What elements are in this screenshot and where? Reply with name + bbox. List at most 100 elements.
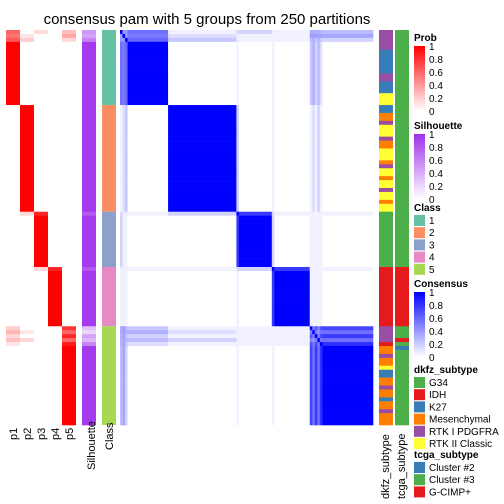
prob-cell xyxy=(20,251,34,256)
consensus-cell xyxy=(125,393,128,398)
silhouette-cell xyxy=(82,338,96,343)
prob-cell xyxy=(62,140,76,145)
prob-cell xyxy=(62,235,76,240)
consensus-cell xyxy=(309,361,313,367)
consensus-cell xyxy=(274,235,311,240)
prob-cell xyxy=(62,227,76,232)
prob-cell xyxy=(34,199,48,205)
consensus-cell xyxy=(238,156,273,161)
dkfz-segment xyxy=(379,385,393,390)
consensus-cell xyxy=(127,401,237,406)
prob-cell xyxy=(20,243,34,248)
consensus-cell xyxy=(125,361,128,367)
consensus-cell xyxy=(168,112,237,118)
consensus-cell xyxy=(238,346,273,351)
prob-cell xyxy=(48,306,62,311)
consensus-cell xyxy=(309,267,374,272)
consensus-cell xyxy=(322,357,374,363)
silhouette-cell xyxy=(82,144,96,149)
consensus-cell xyxy=(120,413,123,418)
prob-cell xyxy=(34,37,48,43)
consensus-cell xyxy=(322,282,374,288)
consensus-cell xyxy=(314,164,318,169)
consensus-cell xyxy=(312,211,316,216)
consensus-cell xyxy=(319,61,323,66)
consensus-cell xyxy=(127,195,169,201)
consensus-cell xyxy=(312,61,316,66)
consensus-cell xyxy=(236,286,240,291)
consensus-cell xyxy=(317,405,321,410)
consensus-cell xyxy=(309,274,323,280)
dkfz-segment xyxy=(379,211,393,268)
consensus-cell xyxy=(168,89,237,94)
consensus-cell xyxy=(120,373,123,378)
consensus-cell xyxy=(314,365,318,370)
consensus-cell xyxy=(236,41,240,47)
consensus-cell xyxy=(125,148,128,153)
consensus-cell xyxy=(271,270,275,276)
consensus-cell xyxy=(127,89,169,94)
dkfz-segment xyxy=(379,53,393,74)
prob-cell xyxy=(48,73,62,78)
consensus-cell xyxy=(236,132,240,137)
consensus-cell xyxy=(122,215,128,220)
prob-cell xyxy=(34,120,48,126)
consensus-cell xyxy=(271,148,275,153)
consensus-cell xyxy=(122,69,126,74)
prob-cell xyxy=(20,136,34,141)
dkfz-legend-swatch xyxy=(414,425,425,437)
silhouette-cell xyxy=(82,116,96,122)
consensus-cell xyxy=(238,365,273,370)
consensus-cell xyxy=(317,369,321,374)
consensus-cell xyxy=(122,120,126,126)
consensus-cell xyxy=(322,176,374,181)
prob-cell xyxy=(48,85,62,90)
consensus-cell xyxy=(236,278,240,284)
prob-cell xyxy=(6,235,20,240)
prob-cell xyxy=(34,53,48,58)
consensus-cell xyxy=(271,413,275,418)
consensus-cell xyxy=(317,357,321,363)
prob-cell xyxy=(20,338,34,343)
prob-cell xyxy=(48,334,62,339)
consensus-cell xyxy=(271,180,275,185)
class-segment-4 xyxy=(102,267,116,327)
prob-cell xyxy=(34,373,48,378)
silhouette-cell xyxy=(82,243,96,248)
dkfz-segment xyxy=(379,413,393,426)
consensus-cell xyxy=(309,231,323,236)
prob-cell xyxy=(6,338,20,343)
consensus-cell xyxy=(314,334,318,339)
dkfz-segment xyxy=(379,124,393,137)
consensus-cell xyxy=(314,124,318,130)
consensus-cell xyxy=(236,259,240,264)
consensus-cell xyxy=(236,97,240,102)
consensus-cell xyxy=(317,342,321,347)
prob-cell xyxy=(48,235,62,240)
consensus-legend-tick: 0.4 xyxy=(429,327,443,338)
consensus-cell xyxy=(319,33,323,39)
prob-cell xyxy=(20,393,34,398)
consensus-cell xyxy=(319,397,323,402)
consensus-cell xyxy=(274,41,311,47)
prob-cell xyxy=(20,81,34,86)
prob-cell xyxy=(20,330,34,335)
prob-cell xyxy=(34,409,48,414)
prob-cell xyxy=(20,85,34,90)
prob-cell xyxy=(6,136,20,141)
consensus-cell xyxy=(236,85,240,90)
silhouette-cell xyxy=(82,373,96,378)
prob-cell xyxy=(48,116,62,122)
consensus-cell xyxy=(238,53,273,58)
consensus-cell xyxy=(312,385,316,390)
prob-legend-tick: 0.2 xyxy=(429,94,443,105)
consensus-cell xyxy=(127,334,169,339)
consensus-cell xyxy=(236,109,240,114)
consensus-cell xyxy=(127,417,237,422)
consensus-cell xyxy=(274,152,311,157)
consensus-cell xyxy=(312,188,316,193)
consensus-cell xyxy=(317,393,321,398)
consensus-cell xyxy=(127,101,169,106)
consensus-cell xyxy=(125,373,128,378)
consensus-cell xyxy=(236,282,240,288)
